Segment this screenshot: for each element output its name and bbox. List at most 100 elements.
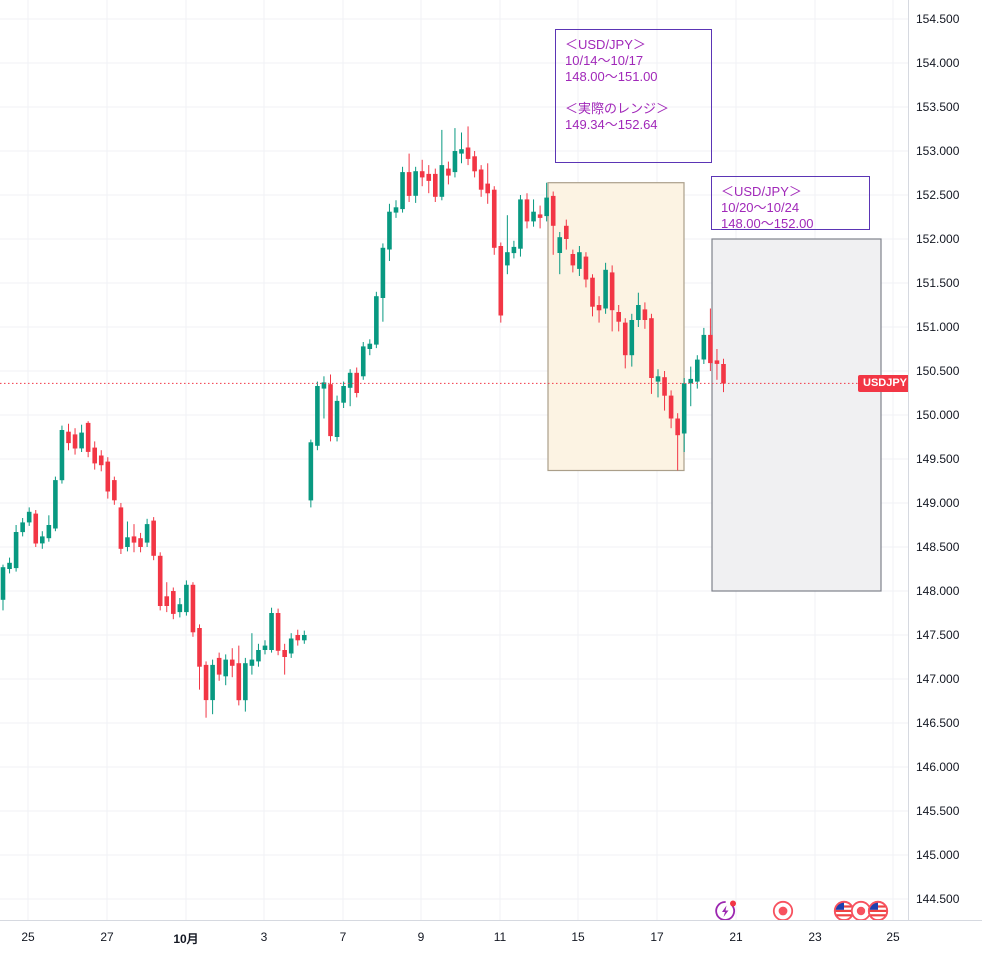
- candle[interactable]: [33, 510, 39, 547]
- candle[interactable]: [40, 531, 45, 549]
- candle[interactable]: [7, 557, 12, 574]
- candle[interactable]: [668, 390, 674, 429]
- candle[interactable]: [341, 381, 346, 408]
- candle[interactable]: [393, 200, 399, 218]
- candle[interactable]: [629, 313, 635, 367]
- candle[interactable]: [472, 151, 477, 178]
- candle[interactable]: [138, 532, 143, 553]
- candle[interactable]: [144, 518, 150, 547]
- candle[interactable]: [550, 191, 556, 255]
- candle[interactable]: [79, 424, 84, 452]
- candle[interactable]: [98, 450, 104, 472]
- candle[interactable]: [0, 564, 6, 611]
- candle[interactable]: [229, 648, 235, 678]
- candle[interactable]: [210, 659, 215, 715]
- candle[interactable]: [485, 163, 490, 204]
- candle[interactable]: [419, 159, 425, 187]
- candle[interactable]: [302, 630, 307, 644]
- candle[interactable]: [46, 515, 52, 542]
- economic-event-icon[interactable]: [772, 900, 794, 922]
- candle[interactable]: [354, 367, 359, 398]
- candle[interactable]: [590, 274, 595, 317]
- candle[interactable]: [66, 423, 71, 451]
- candle[interactable]: [459, 132, 464, 164]
- us-economic-events-icon[interactable]: [833, 900, 889, 922]
- candle[interactable]: [701, 327, 707, 364]
- candle[interactable]: [171, 587, 176, 620]
- candle[interactable]: [374, 291, 379, 349]
- candle[interactable]: [328, 374, 333, 442]
- candle[interactable]: [321, 376, 327, 419]
- candle[interactable]: [308, 439, 314, 508]
- candle[interactable]: [59, 425, 65, 484]
- candle[interactable]: [714, 349, 720, 380]
- candle[interactable]: [662, 371, 667, 411]
- candle[interactable]: [583, 252, 589, 288]
- candle[interactable]: [537, 205, 543, 229]
- candle[interactable]: [622, 318, 628, 369]
- candle[interactable]: [609, 265, 615, 332]
- candle[interactable]: [400, 166, 405, 213]
- candle[interactable]: [649, 313, 654, 394]
- candle[interactable]: [295, 629, 301, 646]
- candle[interactable]: [380, 243, 386, 322]
- candle[interactable]: [105, 457, 111, 499]
- candle[interactable]: [433, 168, 438, 202]
- candle[interactable]: [387, 203, 392, 261]
- candle[interactable]: [426, 165, 432, 194]
- candle[interactable]: [439, 129, 445, 201]
- candle[interactable]: [184, 580, 189, 616]
- candle[interactable]: [524, 193, 530, 229]
- candle[interactable]: [360, 342, 366, 380]
- candle[interactable]: [243, 657, 248, 712]
- candle[interactable]: [282, 643, 287, 675]
- actual-range-box[interactable]: [547, 182, 685, 472]
- candle[interactable]: [446, 161, 451, 185]
- next-week-forecast-note[interactable]: ＜USD/JPY＞ 10/20～10/24 148.00～152.00: [711, 176, 870, 231]
- candle[interactable]: [256, 643, 261, 667]
- candle[interactable]: [177, 598, 183, 618]
- candle[interactable]: [288, 633, 294, 658]
- candle[interactable]: [223, 654, 228, 686]
- candle[interactable]: [275, 608, 281, 656]
- candle[interactable]: [452, 128, 458, 178]
- candle[interactable]: [681, 378, 687, 452]
- candle[interactable]: [518, 195, 523, 257]
- candle[interactable]: [92, 441, 97, 470]
- candle[interactable]: [85, 421, 91, 458]
- candle[interactable]: [721, 358, 726, 393]
- forecast-range-note[interactable]: ＜USD/JPY＞ 10/14～10/17 148.00～151.00 ＜実際のレン…: [555, 29, 712, 163]
- candle[interactable]: [616, 305, 621, 332]
- candle[interactable]: [564, 219, 569, 250]
- candle[interactable]: [642, 302, 648, 329]
- candle[interactable]: [125, 521, 130, 552]
- candle[interactable]: [413, 166, 418, 203]
- candle[interactable]: [262, 640, 268, 655]
- candle[interactable]: [557, 232, 563, 275]
- candle[interactable]: [577, 246, 582, 276]
- candle[interactable]: [20, 518, 25, 537]
- news-event-icon[interactable]: [714, 900, 736, 922]
- candle[interactable]: [347, 369, 353, 407]
- candle[interactable]: [315, 381, 320, 451]
- candle[interactable]: [72, 428, 78, 455]
- candle[interactable]: [688, 366, 694, 407]
- candle[interactable]: [151, 517, 156, 561]
- candle[interactable]: [164, 582, 170, 613]
- candle[interactable]: [367, 339, 373, 356]
- time-axis[interactable]: 25 27 10月 3 7 9 11 15 17 21 23 25: [0, 920, 982, 958]
- candle[interactable]: [157, 552, 163, 611]
- candle[interactable]: [216, 652, 222, 681]
- candle[interactable]: [491, 186, 497, 255]
- candle[interactable]: [478, 165, 484, 197]
- candle[interactable]: [544, 182, 549, 222]
- candle[interactable]: [406, 153, 412, 202]
- candle[interactable]: [131, 524, 137, 553]
- candle[interactable]: [249, 633, 255, 675]
- candle[interactable]: [26, 507, 32, 526]
- candle[interactable]: [269, 607, 274, 653]
- candle[interactable]: [13, 525, 19, 572]
- candle[interactable]: [334, 395, 340, 442]
- candle[interactable]: [570, 249, 576, 273]
- candle[interactable]: [118, 503, 124, 554]
